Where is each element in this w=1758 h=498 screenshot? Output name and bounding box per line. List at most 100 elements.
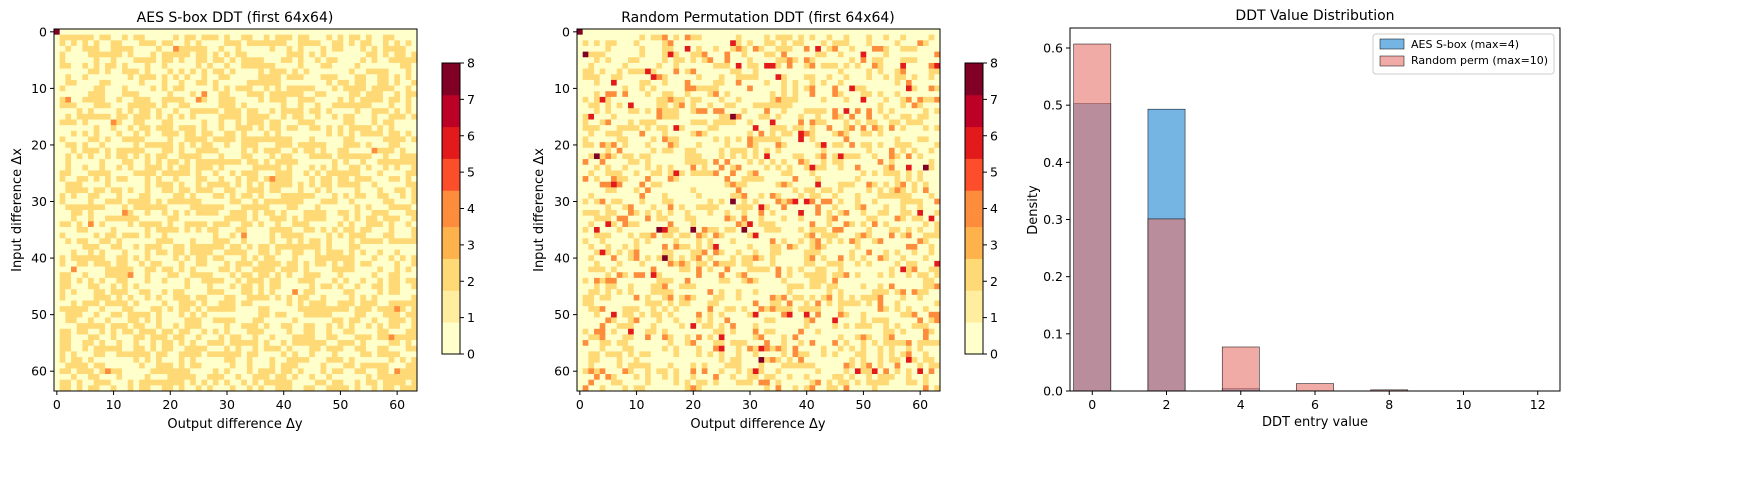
heatmap-cell [747,63,753,69]
heatmap-cell [349,86,355,92]
heatmap-cell [54,193,60,199]
heatmap-cell [400,170,406,176]
heatmap-cell [241,103,247,109]
heatmap-cell [338,86,344,92]
heatmap-cell [281,329,287,335]
heatmap-cell [372,334,378,340]
heatmap-cell [116,380,122,386]
heatmap-cell [377,295,383,301]
heatmap-cell [298,142,304,148]
heatmap-cell [815,80,821,86]
heatmap-cell [196,29,202,35]
heatmap-cell [588,57,594,63]
heatmap-cell [71,295,77,301]
heatmap-cell [241,165,247,171]
heatmap-cell [622,52,628,58]
heatmap-cell [173,295,179,301]
heatmap-cell [173,170,179,176]
heatmap-cell [270,187,276,193]
heatmap-cell [94,176,100,182]
heatmap-cell [304,374,310,380]
heatmap-cell [213,153,219,159]
heatmap-cell [287,170,293,176]
heatmap-cell [162,278,168,284]
heatmap-cell [309,170,315,176]
heatmap-cell [99,346,105,352]
heatmap-cell [309,216,315,222]
heatmap-cell [377,170,383,176]
heatmap-cell [54,120,60,126]
heatmap-cell [372,125,378,131]
heatmap-cell [411,159,417,165]
heatmap-cell [54,170,60,176]
heatmap-cell [213,29,219,35]
heatmap-cell [872,63,878,69]
heatmap-cell [326,46,332,52]
heatmap-cell [196,176,202,182]
heatmap-cell [82,301,88,307]
heatmap-cell [309,86,315,92]
heatmap-cell [281,363,287,369]
heatmap-cell [400,227,406,233]
heatmap-cell [94,250,100,256]
heatmap-cell [230,244,236,250]
heatmap-cell [349,272,355,278]
heatmap-cell [292,385,298,391]
heatmap-cell [292,272,298,278]
heatmap-cell [218,374,224,380]
heatmap-cell [196,363,202,369]
heatmap-cell [628,35,634,41]
heatmap-cell [377,278,383,284]
heatmap-cell [645,86,651,92]
heatmap-cell [156,142,162,148]
heatmap-cell [264,46,270,52]
heatmap-cell [139,46,145,52]
heatmap-cell [111,131,117,137]
heatmap-cell [94,301,100,307]
heatmap-cell [247,323,253,329]
heatmap-cell [247,29,253,35]
heatmap-cell [184,148,190,154]
heatmap-cell [65,91,71,97]
heatmap-cell [247,199,253,205]
heatmap-cell [793,40,799,46]
heatmap-cell [94,244,100,250]
heatmap-cell [139,204,145,210]
heatmap-cell [71,114,77,120]
heatmap-cell [167,142,173,148]
heatmap-cell [383,40,389,46]
heatmap-cell [230,329,236,335]
heatmap-cell [656,91,662,97]
heatmap-cell [372,69,378,75]
heatmap-cell [355,351,361,357]
heatmap-cell [139,74,145,80]
heatmap-cell [77,312,83,318]
heatmap-cell [167,52,173,58]
heatmap-cell [372,29,378,35]
heatmap-cell [628,86,634,92]
heatmap-cell [122,301,128,307]
heatmap-cell [594,63,600,69]
heatmap-cell [304,233,310,239]
heatmap-cell [128,46,134,52]
heatmap-cell [150,136,156,142]
heatmap-cell [355,29,361,35]
heatmap-cell [917,52,923,58]
heatmap-cell [673,35,679,41]
heatmap-cell [600,40,606,46]
heatmap-cell [326,346,332,352]
heatmap-cell [389,255,395,261]
heatmap-cell [71,374,77,380]
heatmap-cell [99,74,105,80]
heatmap-cell [304,255,310,261]
heatmap-cell [400,312,406,318]
heatmap-cell [372,368,378,374]
heatmap-cell [878,29,884,35]
heatmap-cell [753,74,759,80]
heatmap-cell [145,357,151,363]
heatmap-cell [309,125,315,131]
heatmap-cell [679,35,685,41]
heatmap-cell [634,74,640,80]
heatmap-cell [400,40,406,46]
heatmap-cell [218,317,224,323]
